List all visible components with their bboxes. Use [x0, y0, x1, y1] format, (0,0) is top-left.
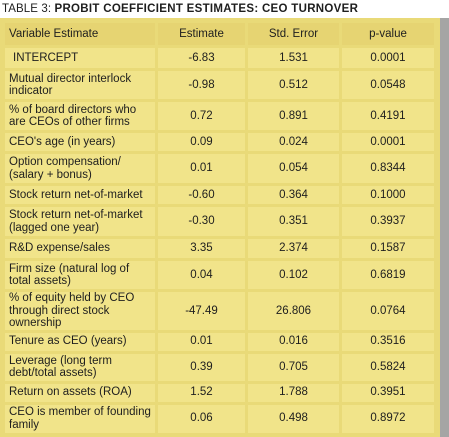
table-cell-estimate: 0.01: [158, 154, 245, 183]
table-caption-label: TABLE 3:: [2, 3, 52, 15]
table-cell-std-error: 0.364: [248, 186, 339, 204]
column-header-estimate: Estimate: [158, 23, 245, 45]
table-cell-estimate: -6.83: [158, 48, 245, 68]
table-cell-std-error: 1.531: [248, 48, 339, 68]
column-header-std-error: Std. Error: [248, 23, 339, 45]
table-row: Leverage (long term debt/total assets) 0.…: [5, 353, 434, 381]
table-cell-estimate: -47.49: [158, 292, 245, 330]
table-row: Tenure as CEO (years) 0.01 0.016 0.3516: [5, 332, 434, 351]
table-cell-variable: R&D expense/sales: [5, 239, 155, 258]
table-row: Firm size (natural log of total assets) 0…: [5, 261, 434, 289]
table-cell-std-error: 1.788: [248, 383, 339, 402]
table-cell-estimate: 0.72: [158, 102, 245, 130]
table-cell-p-value: 0.3951: [342, 383, 434, 402]
table-row: R&D expense/sales 3.35 2.374 0.1587: [5, 239, 434, 258]
table-cell-p-value: 0.3937: [342, 207, 434, 236]
table-caption-title: PROBIT COEFFICIENT ESTIMATES: CEO TURNOV…: [54, 3, 359, 15]
table-cell-estimate: 3.35: [158, 239, 245, 258]
table-cell-p-value: 0.8344: [342, 154, 434, 183]
table-row: CEO's age (in years) 0.09 0.024 0.0001: [5, 133, 434, 151]
table-cell-std-error: 0.054: [248, 154, 339, 183]
table-cell-std-error: 2.374: [248, 239, 339, 258]
table-cell-estimate: -0.30: [158, 207, 245, 236]
probit-table-body: Variable Estimate Estimate Std. Error p-…: [5, 23, 434, 433]
table-cell-variable: % of equity held by CEO through direct s…: [5, 292, 155, 330]
table-row: % of equity held by CEO through direct s…: [5, 292, 434, 330]
table-row: Stock return net-of-market -0.60 0.364 0.10…: [5, 186, 434, 204]
table-row: Option compensation/ (salary + bonus) 0.0…: [5, 154, 434, 183]
table-cell-std-error: 26.806: [248, 292, 339, 330]
table-caption: TABLE 3: PROBIT COEFFICIENT ESTIMATES: C…: [2, 1, 358, 17]
table-cell-estimate: 1.52: [158, 383, 245, 402]
table-cell-std-error: 0.016: [248, 332, 339, 351]
table-cell-variable: Firm size (natural log of total assets): [5, 261, 155, 289]
table-cell-p-value: 0.4191: [342, 102, 434, 130]
table-cell-p-value: 0.3516: [342, 332, 434, 351]
table-cell-p-value: 0.6819: [342, 261, 434, 289]
table-cell-p-value: 0.5824: [342, 353, 434, 381]
table-row: % of board directors who are CEOs of oth…: [5, 102, 434, 130]
table-cell-variable: Leverage (long term debt/total assets): [5, 353, 155, 381]
table-cell-estimate: 0.09: [158, 133, 245, 151]
table-cell-std-error: 0.351: [248, 207, 339, 236]
table-cell-variable: Stock return net-of-market (lagged one y…: [5, 207, 155, 236]
table-row: Mutual director interlock indicator -0.98…: [5, 71, 434, 99]
table-cell-p-value: 0.0764: [342, 292, 434, 330]
table-header-row: Variable Estimate Estimate Std. Error p-…: [5, 23, 434, 45]
table-cell-p-value: 0.0001: [342, 133, 434, 151]
table-cell-std-error: 0.024: [248, 133, 339, 151]
table-cell-variable: % of board directors who are CEOs of oth…: [5, 102, 155, 130]
table-cell-std-error: 0.705: [248, 353, 339, 381]
table-row: INTERCEPT -6.83 1.531 0.0001: [5, 48, 434, 68]
table-cell-variable: Stock return net-of-market: [5, 186, 155, 204]
table-cell-estimate: 0.06: [158, 404, 245, 433]
table-cell-variable: Tenure as CEO (years): [5, 332, 155, 351]
table-cell-p-value: 0.0548: [342, 71, 434, 99]
table-cell-estimate: -0.98: [158, 71, 245, 99]
table-cell-std-error: 0.891: [248, 102, 339, 130]
table-cell-variable: Return on assets (ROA): [5, 383, 155, 402]
column-header-p-value: p-value: [342, 23, 434, 45]
table-row: Return on assets (ROA) 1.52 1.788 0.3951: [5, 383, 434, 402]
probit-table: Variable Estimate Estimate Std. Error p-…: [2, 20, 437, 436]
table-cell-p-value: 0.1000: [342, 186, 434, 204]
table-cell-variable: CEO is member of founding family: [5, 404, 155, 433]
table-cell-std-error: 0.498: [248, 404, 339, 433]
column-header-variable: Variable Estimate: [5, 23, 155, 45]
table-cell-estimate: 0.39: [158, 353, 245, 381]
table-cell-estimate: 0.01: [158, 332, 245, 351]
table-cell-variable: CEO's age (in years): [5, 133, 155, 151]
table-cell-std-error: 0.512: [248, 71, 339, 99]
table-cell-variable: Option compensation/ (salary + bonus): [5, 154, 155, 183]
table-row: CEO is member of founding family 0.06 0.49…: [5, 404, 434, 433]
table-cell-p-value: 0.0001: [342, 48, 434, 68]
table-cell-estimate: -0.60: [158, 186, 245, 204]
table-cell-variable: INTERCEPT: [5, 48, 155, 68]
table-cell-std-error: 0.102: [248, 261, 339, 289]
table-cell-variable: Mutual director interlock indicator: [5, 71, 155, 99]
table-row: Stock return net-of-market (lagged one y…: [5, 207, 434, 236]
table-cell-estimate: 0.04: [158, 261, 245, 289]
table-cell-p-value: 0.8972: [342, 404, 434, 433]
table-cell-p-value: 0.1587: [342, 239, 434, 258]
